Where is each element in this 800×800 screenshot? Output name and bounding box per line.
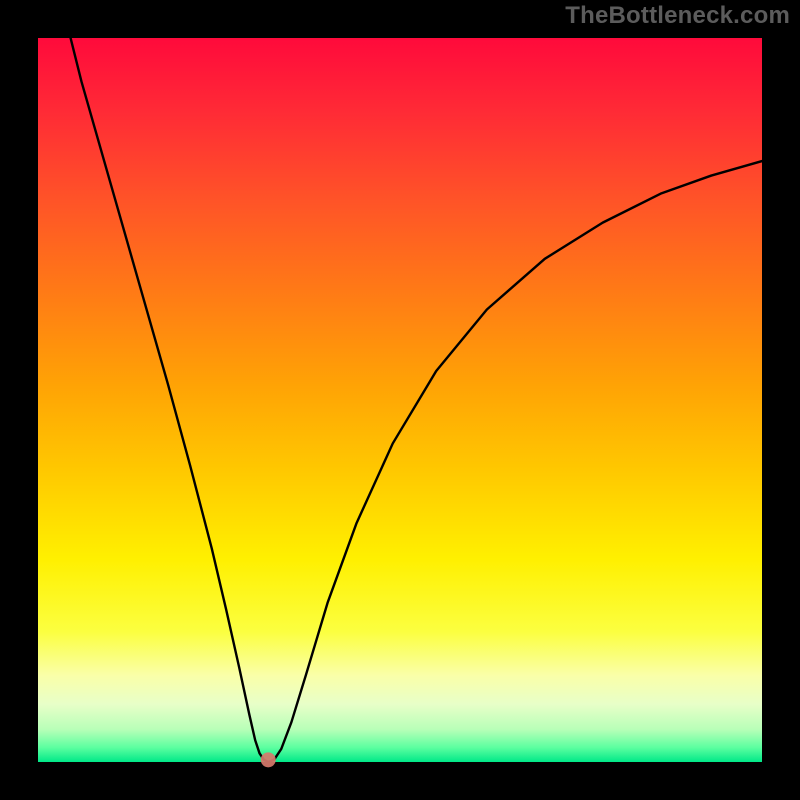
chart-svg — [0, 0, 800, 800]
minimum-marker — [261, 752, 276, 767]
watermark-text: TheBottleneck.com — [565, 2, 790, 30]
plot-area — [38, 38, 762, 762]
chart-stage: TheBottleneck.com — [0, 0, 800, 800]
